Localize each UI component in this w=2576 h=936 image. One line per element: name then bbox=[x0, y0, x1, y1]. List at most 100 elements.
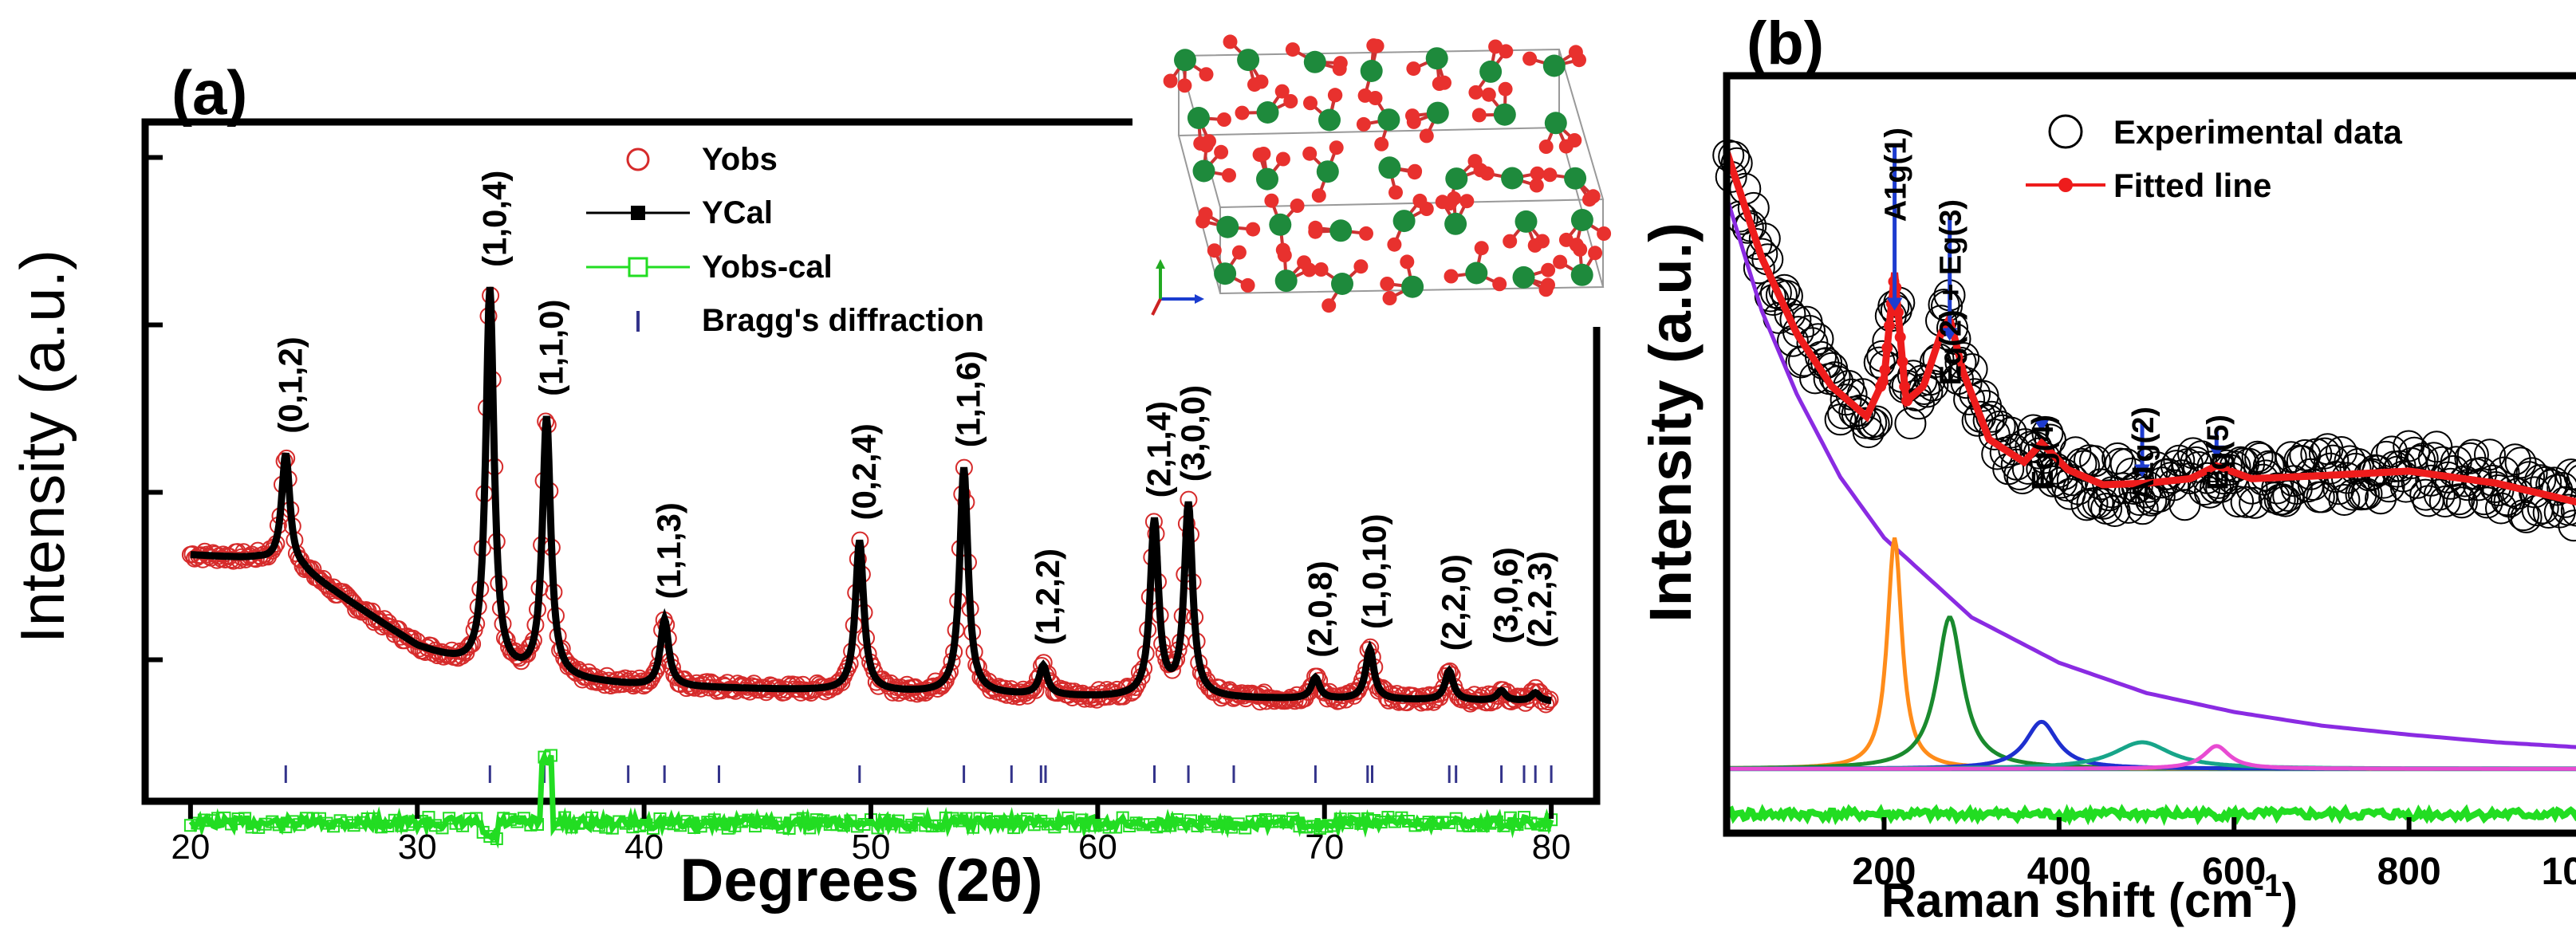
yobs-cal-point bbox=[1388, 815, 1401, 828]
oxygen-atom bbox=[1207, 243, 1222, 258]
yobs-cal-point bbox=[1225, 820, 1239, 834]
yobs-point bbox=[830, 672, 849, 690]
yobs-cal-point bbox=[272, 818, 286, 832]
peak-label: (0,2,4) bbox=[845, 423, 883, 520]
yobs-cal-point bbox=[266, 815, 279, 828]
experimental-point bbox=[2308, 437, 2341, 470]
yobs-cal-point bbox=[721, 821, 735, 835]
yobs-cal-point bbox=[1048, 820, 1062, 834]
oxygen-atom bbox=[1406, 61, 1421, 77]
legend-yobscal-label: Yobs-cal bbox=[702, 250, 833, 285]
yobs-cal-point bbox=[313, 812, 326, 825]
yobs-cal-point bbox=[837, 819, 850, 832]
yobs-cal-point bbox=[769, 816, 782, 830]
experimental-point bbox=[2560, 494, 2576, 527]
panel-a-label: (a) bbox=[171, 57, 247, 128]
inset-atoms bbox=[1163, 34, 1612, 313]
yobs-cal-point bbox=[1102, 820, 1116, 834]
peak-label: (3,0,0) bbox=[1174, 385, 1211, 482]
yobs-cal-point bbox=[809, 813, 823, 827]
experimental-point bbox=[2558, 509, 2576, 542]
yobs-cal-point bbox=[599, 820, 612, 834]
experimental-point bbox=[2126, 493, 2159, 525]
fitted-point bbox=[1899, 380, 1911, 392]
yobs-cal-point bbox=[374, 820, 388, 834]
yobs-point bbox=[1024, 678, 1042, 697]
metal-atom bbox=[1426, 101, 1449, 124]
experimental-point bbox=[1774, 297, 1806, 330]
legend-bragg-label: Bragg's diffraction bbox=[702, 303, 984, 338]
yobs-cal-point bbox=[715, 817, 728, 831]
yobs-cal-point bbox=[803, 821, 817, 835]
yobs-cal-point bbox=[1456, 819, 1470, 832]
metal-atom bbox=[1401, 275, 1424, 298]
component-peak-line bbox=[1726, 537, 2576, 771]
panel-a-legend: Yobs YCal Yobs-cal Bragg's diffraction bbox=[586, 142, 984, 338]
oxygen-atom bbox=[1435, 195, 1450, 210]
yobs-cal-point bbox=[341, 816, 354, 829]
yobs-cal-point bbox=[306, 812, 320, 825]
annotation-arrowhead bbox=[1941, 328, 1958, 341]
yobs-cal-point bbox=[1347, 812, 1361, 826]
yobs-cal-point bbox=[823, 818, 837, 832]
yobs-cal-point bbox=[1327, 819, 1341, 832]
experimental-point bbox=[2269, 485, 2302, 517]
experimental-point bbox=[2017, 414, 2050, 446]
yobs-cal-point bbox=[368, 812, 381, 825]
yobs-cal-point bbox=[1231, 817, 1245, 831]
yobs-cal-point bbox=[395, 819, 408, 832]
panel-b-experimental-scatter bbox=[1712, 139, 2576, 542]
metal-atom bbox=[1512, 265, 1535, 289]
experimental-point bbox=[2087, 487, 2120, 520]
oxygen-atom bbox=[1374, 136, 1389, 151]
annotation-arrowhead bbox=[2208, 445, 2225, 458]
oxygen-atom bbox=[1444, 269, 1459, 284]
yobs-cal-point bbox=[1089, 819, 1102, 832]
metal-atom bbox=[1316, 160, 1339, 183]
x-tick-label: 40 bbox=[624, 828, 664, 867]
yobs-cal-point bbox=[980, 812, 993, 825]
x-tick-label: 80 bbox=[1532, 828, 1571, 867]
peak-label: (1,0,10) bbox=[1356, 513, 1393, 629]
yobs-cal-point bbox=[762, 816, 775, 830]
oxygen-atom bbox=[1235, 105, 1250, 120]
experimental-point bbox=[2563, 459, 2576, 491]
oxygen-atom bbox=[1387, 237, 1402, 252]
oxygen-atom bbox=[1264, 193, 1279, 208]
legend-experimental-label: Experimental data bbox=[2113, 113, 2402, 151]
oxygen-atom bbox=[1558, 232, 1574, 247]
legend-fitted-label: Fitted line bbox=[2113, 167, 2271, 204]
metal-atom bbox=[1377, 108, 1400, 132]
yobs-cal-point bbox=[435, 821, 449, 835]
yobs-cal-point bbox=[286, 815, 299, 828]
yobs-point bbox=[316, 575, 334, 593]
yobs-cal-point bbox=[1449, 812, 1463, 825]
experimental-point bbox=[2546, 472, 2576, 504]
yobs-cal-point bbox=[782, 822, 796, 835]
x-tick-label: 20 bbox=[171, 828, 210, 867]
panel-b-y-axis-label: Intensity (a.u.) bbox=[1637, 222, 1704, 623]
experimental-point bbox=[2026, 453, 2058, 486]
metal-atom bbox=[1329, 219, 1353, 242]
yobs-cal-point bbox=[987, 816, 1000, 828]
yobs-cal-point bbox=[1483, 816, 1497, 830]
yobs-cal-point bbox=[558, 811, 572, 824]
metal-atom bbox=[1274, 269, 1298, 293]
metal-atom bbox=[1360, 60, 1383, 82]
yobs-cal-point bbox=[1191, 819, 1204, 832]
component-peak-line bbox=[1727, 744, 2576, 771]
yobs-cal-point bbox=[1258, 813, 1272, 826]
panel-b-mode-annotations: A1g(1) Eg(2) + Eg(3) Eg(4) A1g(2) Eg(5) bbox=[1880, 128, 2235, 501]
oxygen-atom bbox=[1333, 56, 1348, 71]
oxygen-atom bbox=[1246, 222, 1261, 237]
oxygen-atom bbox=[1572, 53, 1586, 68]
yobs-cal-point bbox=[1123, 820, 1136, 832]
oxygen-atom bbox=[1388, 185, 1403, 200]
fitted-point bbox=[1901, 395, 1912, 407]
yobs-cal-point bbox=[422, 811, 435, 824]
yobs-cal-point bbox=[1041, 817, 1054, 831]
panel-a-y-axis-label: Intensity (a.u.) bbox=[7, 250, 77, 643]
yobs-cal-point bbox=[238, 812, 252, 825]
yobs-cal-point bbox=[830, 818, 844, 832]
